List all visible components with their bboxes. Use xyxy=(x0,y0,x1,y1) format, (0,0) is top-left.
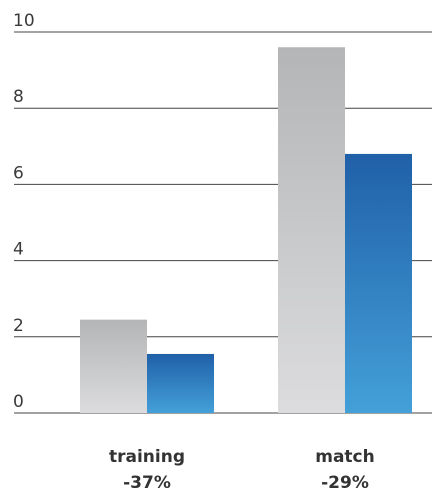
bar-match-series-1 xyxy=(278,47,345,414)
y-tick-label: 8 xyxy=(13,87,24,107)
y-tick-label: 10 xyxy=(13,11,35,31)
category-change-label-match: -29% xyxy=(321,473,369,493)
y-tick-label: 0 xyxy=(13,392,24,412)
labels: 0 2 4 6 8 10 training -37% match -29% xyxy=(13,11,375,493)
category-label-match: match xyxy=(315,447,375,467)
bar-match-series-2 xyxy=(345,153,412,414)
category-change-label-training: -37% xyxy=(123,473,171,493)
y-tick-label: 6 xyxy=(13,163,24,183)
category-label-training: training xyxy=(109,447,185,467)
bar-training-series-1 xyxy=(80,319,147,413)
bars xyxy=(80,47,412,414)
bar-training-series-2 xyxy=(147,353,214,413)
y-tick-label: 4 xyxy=(13,240,24,260)
y-tick-label: 2 xyxy=(13,316,24,336)
